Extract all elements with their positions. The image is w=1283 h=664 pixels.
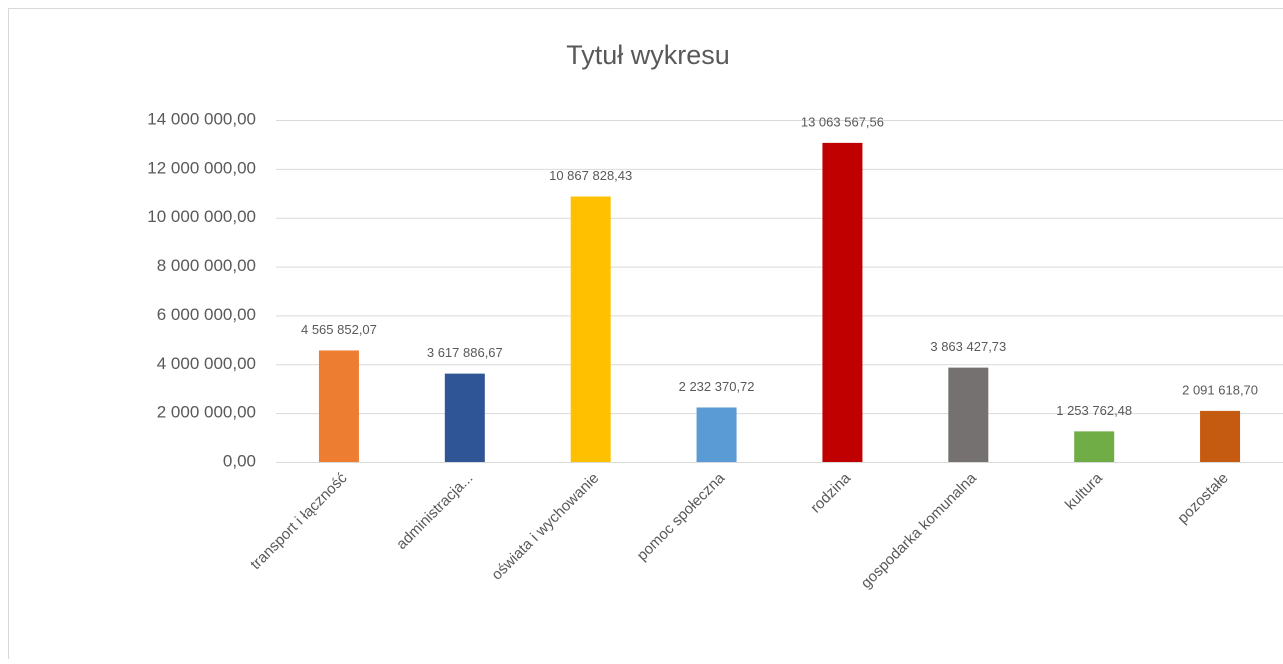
value-label: 3 617 886,67 xyxy=(427,345,503,360)
bar xyxy=(445,374,485,462)
y-tick-label: 8 000 000,00 xyxy=(157,256,256,275)
value-label: 2 232 370,72 xyxy=(679,379,755,394)
value-label: 4 565 852,07 xyxy=(301,322,377,337)
bar xyxy=(822,143,862,462)
value-label: 10 867 828,43 xyxy=(549,168,632,183)
chart-title: Tytuł wykresu xyxy=(566,40,730,70)
bar xyxy=(571,197,611,462)
bar xyxy=(1074,431,1114,462)
y-tick-label: 4 000 000,00 xyxy=(157,354,256,373)
y-tick-label: 14 000 000,00 xyxy=(147,109,256,128)
y-tick-label: 12 000 000,00 xyxy=(147,158,256,177)
value-label: 13 063 567,56 xyxy=(801,114,884,129)
y-tick-label: 2 000 000,00 xyxy=(157,403,256,422)
bar xyxy=(697,407,737,462)
value-label: 3 863 427,73 xyxy=(930,339,1006,354)
bar xyxy=(948,368,988,462)
value-label: 1 253 762,48 xyxy=(1056,403,1132,418)
bar xyxy=(319,350,359,462)
value-label: 2 091 618,70 xyxy=(1182,382,1258,397)
y-tick-label: 10 000 000,00 xyxy=(147,207,256,226)
y-tick-label: 0,00 xyxy=(223,451,256,470)
bar xyxy=(1200,411,1240,462)
y-tick-label: 6 000 000,00 xyxy=(157,305,256,324)
